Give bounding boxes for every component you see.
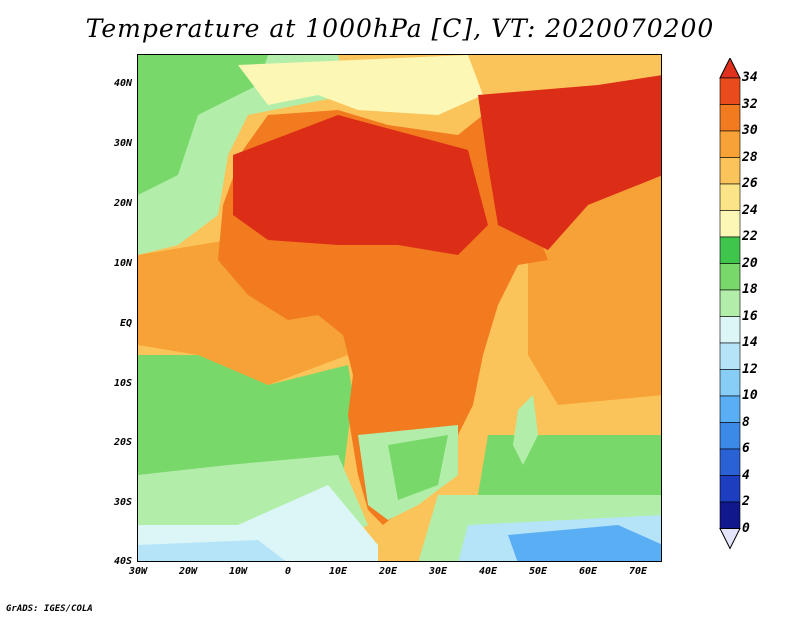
colorbar-box (719, 289, 741, 317)
arabia-hot-zone (478, 75, 661, 250)
colorbar-label: 16 (742, 308, 758, 324)
colorbar-label: 20 (742, 255, 758, 271)
colorbar-label: 26 (742, 176, 758, 191)
lat-label-20n: 20N (113, 198, 132, 209)
colorbar-box (719, 157, 741, 185)
colorbar-label: 10 (742, 388, 758, 403)
footer-credit: GrADS: IGES/COLA (6, 604, 93, 614)
colorbar-top-arrow (719, 58, 741, 79)
colorbar-box (719, 369, 741, 397)
colorbar-box (719, 395, 741, 423)
colorbar-box (719, 210, 741, 238)
colorbar-box (719, 77, 741, 105)
lon-label-50e: 50E (528, 566, 548, 577)
colorbar-label: 22 (742, 229, 758, 244)
colorbar-box (719, 316, 741, 344)
colorbar-label: 12 (742, 361, 758, 377)
lon-label-60e: 60E (578, 566, 598, 577)
lat-label-30n: 30N (113, 138, 132, 149)
colorbar-label: 2 (742, 494, 750, 509)
gulf-of-guinea-warm (138, 240, 348, 385)
lon-label-10w: 10W (228, 566, 248, 577)
colorbar-box (719, 475, 741, 503)
lon-label-30w: 30W (128, 566, 148, 577)
south-atlantic-cyan (138, 485, 378, 561)
colorbar-box (719, 263, 741, 291)
lat-label-40s: 40S (113, 556, 132, 567)
colorbar-box (719, 183, 741, 211)
north-atlantic-green-zone (138, 55, 268, 195)
lat-label-30s: 30S (113, 497, 132, 508)
indian-ocean-blue (508, 525, 661, 561)
temperature-map (137, 54, 662, 562)
lon-label-20e: 20E (378, 566, 398, 577)
sahara-hot-zone (233, 115, 488, 255)
southern-africa-green (388, 435, 448, 500)
lon-label-70e: 70E (628, 566, 648, 577)
lon-label-0: 0 (284, 566, 292, 577)
south-atlantic-blue (138, 540, 286, 561)
colorbar-box (719, 104, 741, 132)
colorbar-box (719, 130, 741, 158)
colorbar-box (719, 448, 741, 476)
colorbar-bottom-arrow (719, 528, 741, 550)
mediterranean-zone (238, 55, 483, 115)
colorbar-label: 18 (742, 282, 758, 297)
colorbar-label: 8 (742, 414, 750, 430)
colorbar-box (719, 501, 741, 529)
lat-label-eq: EQ (119, 318, 132, 329)
lat-label-10s: 10S (113, 378, 132, 389)
colorbar-label: 6 (742, 441, 750, 456)
colorbar-box (719, 422, 741, 450)
chart-title: Temperature at 1000hPa [C], VT: 20200702… (85, 14, 715, 43)
lat-label-20s: 20S (113, 437, 132, 448)
colorbar-label: 0 (742, 520, 750, 536)
colorbar-label: 14 (742, 335, 758, 350)
colorbar-label: 4 (742, 467, 750, 483)
lon-label-10e: 10E (328, 566, 348, 577)
lon-label-20w: 20W (178, 566, 198, 577)
colorbar-box (719, 342, 741, 370)
madagascar (513, 395, 538, 465)
lon-label-40e: 40E (478, 566, 498, 577)
colorbar-label: 34 (742, 70, 758, 85)
colorbar-box (719, 236, 741, 264)
colorbar-label: 24 (742, 202, 758, 218)
lat-label-40n: 40N (113, 78, 132, 89)
colorbar-label: 28 (742, 149, 758, 165)
lat-label-10n: 10N (113, 258, 132, 269)
indian-ocean-lightgreen (478, 435, 661, 495)
colorbar (719, 58, 741, 550)
colorbar-label: 30 (742, 123, 758, 138)
lon-label-30e: 30E (428, 566, 448, 577)
colorbar-label: 32 (742, 96, 758, 112)
